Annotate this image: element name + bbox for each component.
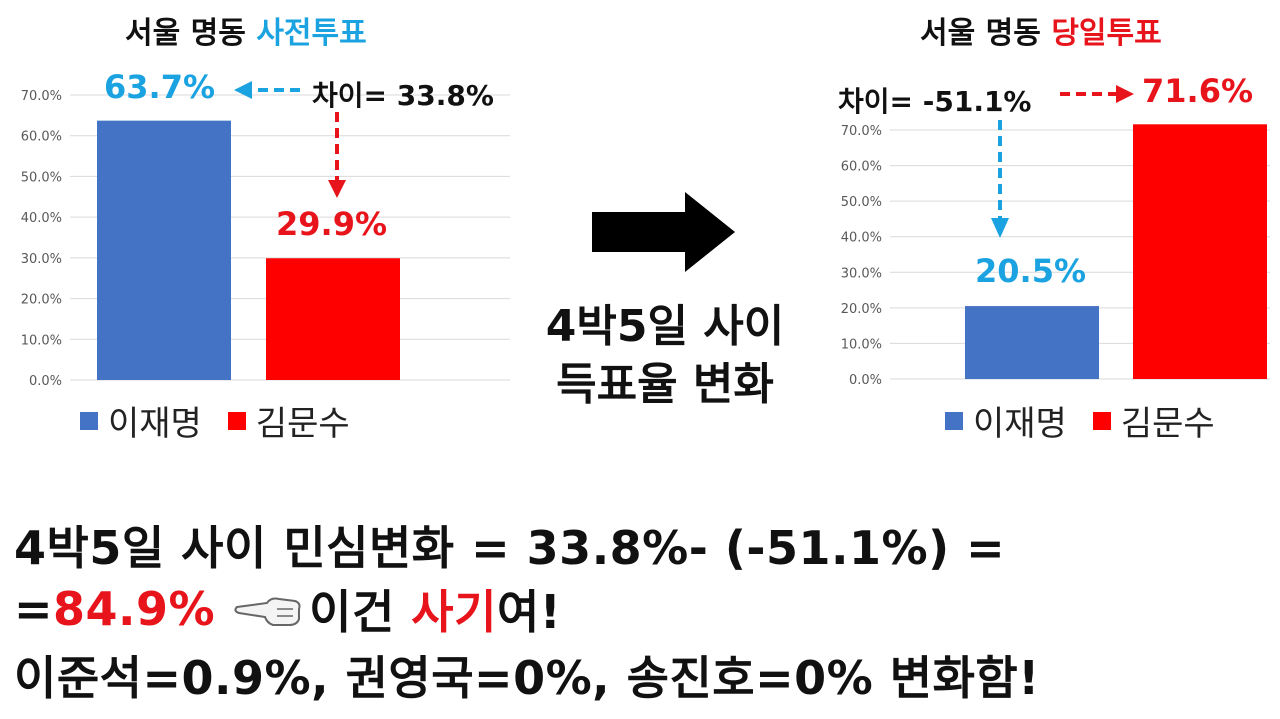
right-chart-title: 서울 명동 당일투표	[920, 8, 1162, 52]
left-ytick-label: 20.0%	[21, 293, 62, 308]
left-legend-kim: 김문수	[255, 404, 350, 444]
bottom-line-1: 4박5일 사이 민심변화 = 33.8%- (-51.1%) =	[14, 521, 1006, 575]
right-legend: 이재명 김문수	[945, 396, 1215, 445]
left-bar-1	[266, 258, 400, 380]
right-ytick-label: 50.0%	[841, 195, 882, 210]
left-label-kim: 29.9%	[276, 205, 388, 243]
right-ytick-label: 30.0%	[841, 266, 882, 281]
left-legend-swatch-lee	[80, 411, 98, 430]
right-arrow-icon	[592, 192, 735, 272]
left-chart-title: 서울 명동 사전투표	[125, 8, 367, 52]
bottom-line2-value: 84.9%	[53, 582, 216, 636]
middle-text-line1: 4박5일 사이	[545, 301, 785, 352]
right-blue-dashed-arrow-icon	[991, 120, 1009, 238]
bottom-line-3: 이준석=0.9%, 권영국=0%, 송진호=0% 변화함!	[14, 651, 1040, 705]
right-title-prefix: 서울 명동	[920, 16, 1041, 51]
right-ytick-label: 70.0%	[841, 124, 882, 139]
bottom-line2-prefix: =	[14, 582, 54, 636]
left-ytick-label: 60.0%	[21, 130, 62, 145]
left-title-prefix: 서울 명동	[125, 16, 246, 51]
middle-text-line2: 득표율 변화	[556, 359, 774, 410]
right-annotation-arrows	[991, 85, 1134, 238]
right-ytick-label: 60.0%	[841, 160, 882, 175]
right-legend-kim: 김문수	[1120, 404, 1215, 444]
left-legend-lee: 이재명	[108, 404, 202, 444]
left-ytick-label: 10.0%	[21, 333, 62, 348]
bottom-line2-highlight: 사기	[411, 585, 497, 639]
pointing-hand-left-icon	[234, 597, 301, 626]
right-ytick-label: 10.0%	[841, 337, 882, 352]
left-title-highlight: 사전투표	[256, 16, 367, 51]
right-bar-1	[1133, 124, 1267, 380]
left-red-dashed-arrow-icon	[328, 112, 346, 198]
left-diff-annotation: 차이= 33.8%	[312, 79, 494, 112]
right-label-kim: 71.6%	[1142, 72, 1254, 110]
right-legend-lee: 이재명	[973, 404, 1067, 444]
bottom-line2-suffix: 여!	[496, 585, 562, 639]
left-bar-0	[97, 120, 231, 381]
left-bar-chart: 0.0% 10.0% 20.0% 30.0% 40.0% 50.0% 60.0% 70.0%	[21, 89, 510, 389]
left-ytick-label: 40.0%	[21, 211, 62, 226]
left-ytick-label: 50.0%	[21, 170, 62, 185]
right-bar-0	[965, 306, 1099, 379]
right-ytick-label: 0.0%	[849, 373, 882, 388]
bottom-line2-mid: 이건	[309, 585, 412, 639]
right-legend-swatch-kim	[1092, 411, 1111, 430]
left-ytick-label: 30.0%	[21, 252, 62, 267]
middle-text: 4박5일 사이 득표율 변화	[520, 298, 810, 414]
right-ytick-label: 20.0%	[841, 302, 882, 317]
left-ytick-label: 70.0%	[21, 89, 62, 104]
left-legend: 이재명 김문수	[80, 396, 350, 445]
bottom-line-2: = 84.9% 이건 사기 여!	[14, 576, 561, 642]
left-annotation-arrows	[234, 81, 346, 198]
left-legend-swatch-kim	[227, 411, 246, 430]
right-label-lee: 20.5%	[975, 252, 1087, 290]
right-red-dashed-arrow-icon	[1060, 85, 1134, 103]
right-ytick-label: 40.0%	[841, 231, 882, 246]
left-blue-dashed-arrow-icon	[234, 81, 300, 99]
right-diff-annotation: 차이= -51.1%	[838, 85, 1032, 118]
right-title-highlight: 당일투표	[1051, 16, 1162, 51]
right-bar-chart: 0.0% 10.0% 20.0% 30.0% 40.0% 50.0% 60.0% 70.0%	[841, 124, 1270, 388]
left-label-lee: 63.7%	[104, 68, 216, 106]
left-ytick-label: 0.0%	[29, 374, 62, 389]
right-legend-swatch-lee	[945, 411, 963, 430]
